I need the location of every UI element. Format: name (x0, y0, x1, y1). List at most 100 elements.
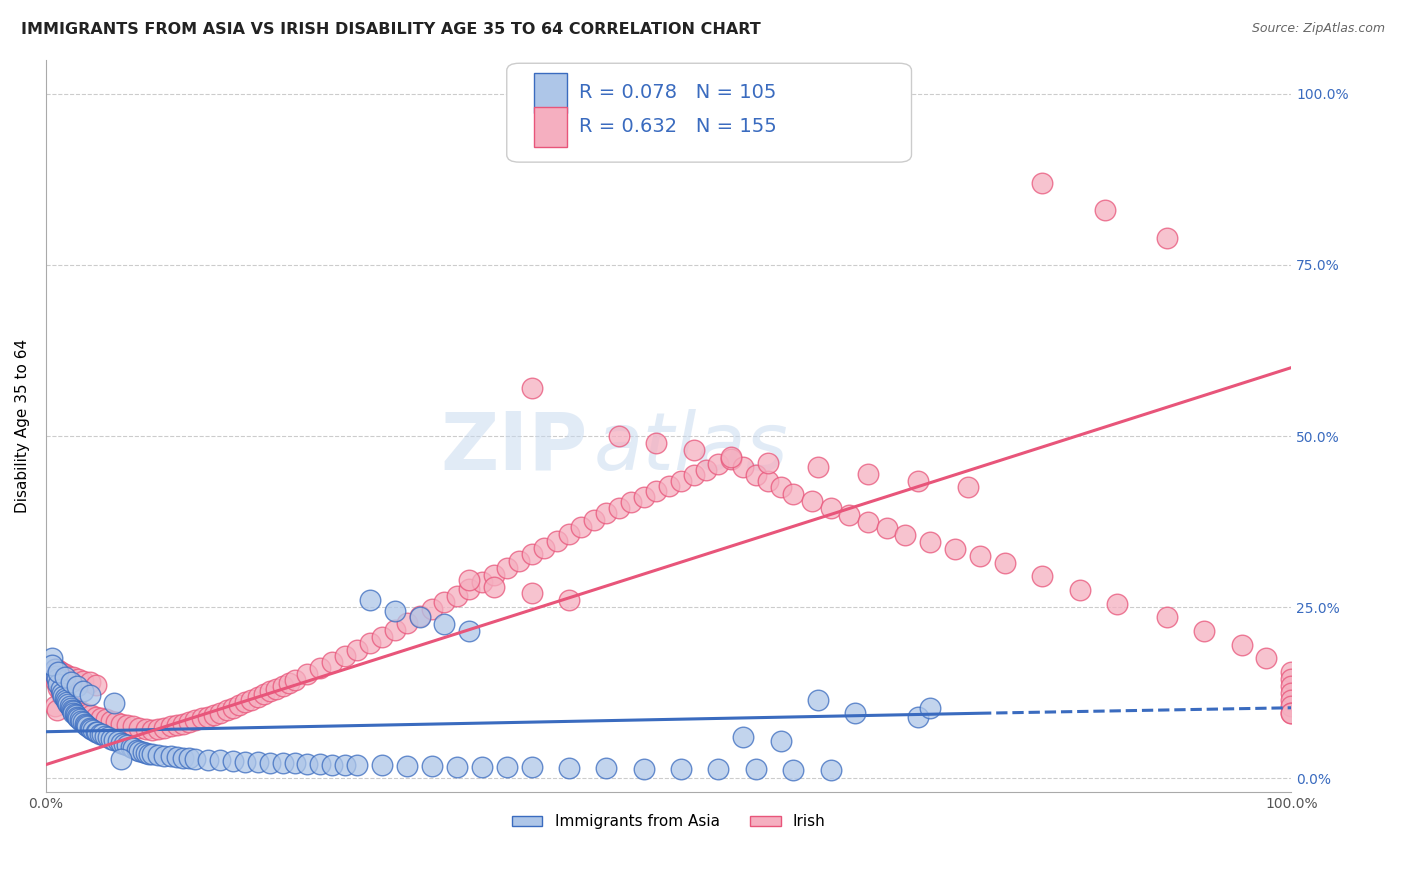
Point (682, 468, 704, 483)
Point (82, 723, 104, 738)
Point (79, 675, 101, 690)
Bar (534, 107, 567, 147)
Point (284, 673, 307, 688)
Point (297, 756, 319, 771)
Point (856, 515, 879, 529)
Point (658, 479, 681, 493)
Point (62, 670, 84, 684)
Point (384, 604, 406, 618)
Point (59, 675, 82, 690)
Point (1279, 686, 1302, 700)
Point (79, 688, 101, 702)
Point (558, 527, 581, 541)
Point (284, 756, 307, 771)
Point (48, 663, 70, 677)
Point (807, 459, 830, 474)
Point (277, 676, 299, 690)
Point (94, 713, 117, 727)
Point (1279, 706, 1302, 721)
Point (59, 698, 82, 712)
Point (84, 709, 107, 723)
Point (720, 451, 742, 466)
Point (48, 665, 70, 680)
Point (110, 752, 132, 766)
Point (53, 690, 76, 705)
Point (159, 719, 181, 733)
Point (246, 755, 269, 769)
Point (994, 556, 1017, 570)
Point (49, 685, 72, 699)
Point (495, 760, 517, 774)
Point (669, 762, 692, 776)
Bar (534, 73, 567, 113)
Point (66, 679, 89, 693)
Point (745, 763, 768, 777)
Point (222, 754, 245, 768)
Point (48, 681, 70, 695)
Point (669, 474, 692, 488)
Point (920, 535, 942, 549)
Point (62, 704, 84, 718)
Point (259, 756, 281, 770)
Text: ZIP: ZIP (440, 409, 588, 487)
Point (408, 609, 430, 624)
Point (112, 737, 135, 751)
Point (471, 574, 494, 589)
Point (333, 757, 356, 772)
Point (153, 748, 176, 763)
Point (645, 436, 668, 450)
Point (44, 670, 66, 684)
Point (595, 507, 617, 521)
Point (80, 722, 103, 736)
Point (209, 706, 232, 720)
Point (508, 554, 530, 568)
Point (135, 722, 157, 736)
Point (132, 745, 155, 759)
Point (179, 715, 201, 730)
Point (166, 718, 188, 732)
Point (222, 700, 245, 714)
Point (46, 667, 69, 681)
Point (135, 746, 157, 760)
Point (56, 696, 79, 710)
Point (45, 668, 67, 682)
Point (53, 667, 76, 681)
Point (907, 709, 929, 723)
Point (1279, 692, 1302, 706)
Point (756, 474, 779, 488)
Point (707, 763, 730, 777)
Point (820, 500, 842, 515)
Point (571, 520, 593, 534)
Point (253, 687, 276, 701)
Point (271, 679, 294, 693)
Point (215, 703, 238, 717)
Point (607, 429, 630, 443)
Point (141, 747, 163, 762)
Point (104, 715, 127, 730)
Point (682, 442, 704, 457)
Point (233, 695, 256, 709)
Point (1192, 624, 1215, 639)
Point (58, 668, 80, 682)
Point (172, 750, 194, 764)
Point (107, 734, 129, 748)
Point (458, 582, 481, 596)
Point (1069, 582, 1091, 597)
Point (1279, 672, 1302, 686)
Point (520, 586, 543, 600)
Point (197, 753, 219, 767)
Point (44, 662, 66, 676)
Point (309, 661, 332, 675)
Point (51, 686, 73, 700)
Point (55, 692, 77, 706)
Point (745, 468, 768, 483)
Point (65, 708, 87, 723)
Point (52, 689, 75, 703)
Point (69, 704, 91, 718)
Point (620, 495, 643, 509)
Point (471, 759, 494, 773)
Point (359, 636, 381, 650)
Point (856, 467, 879, 481)
Point (240, 692, 263, 706)
Point (956, 480, 979, 494)
